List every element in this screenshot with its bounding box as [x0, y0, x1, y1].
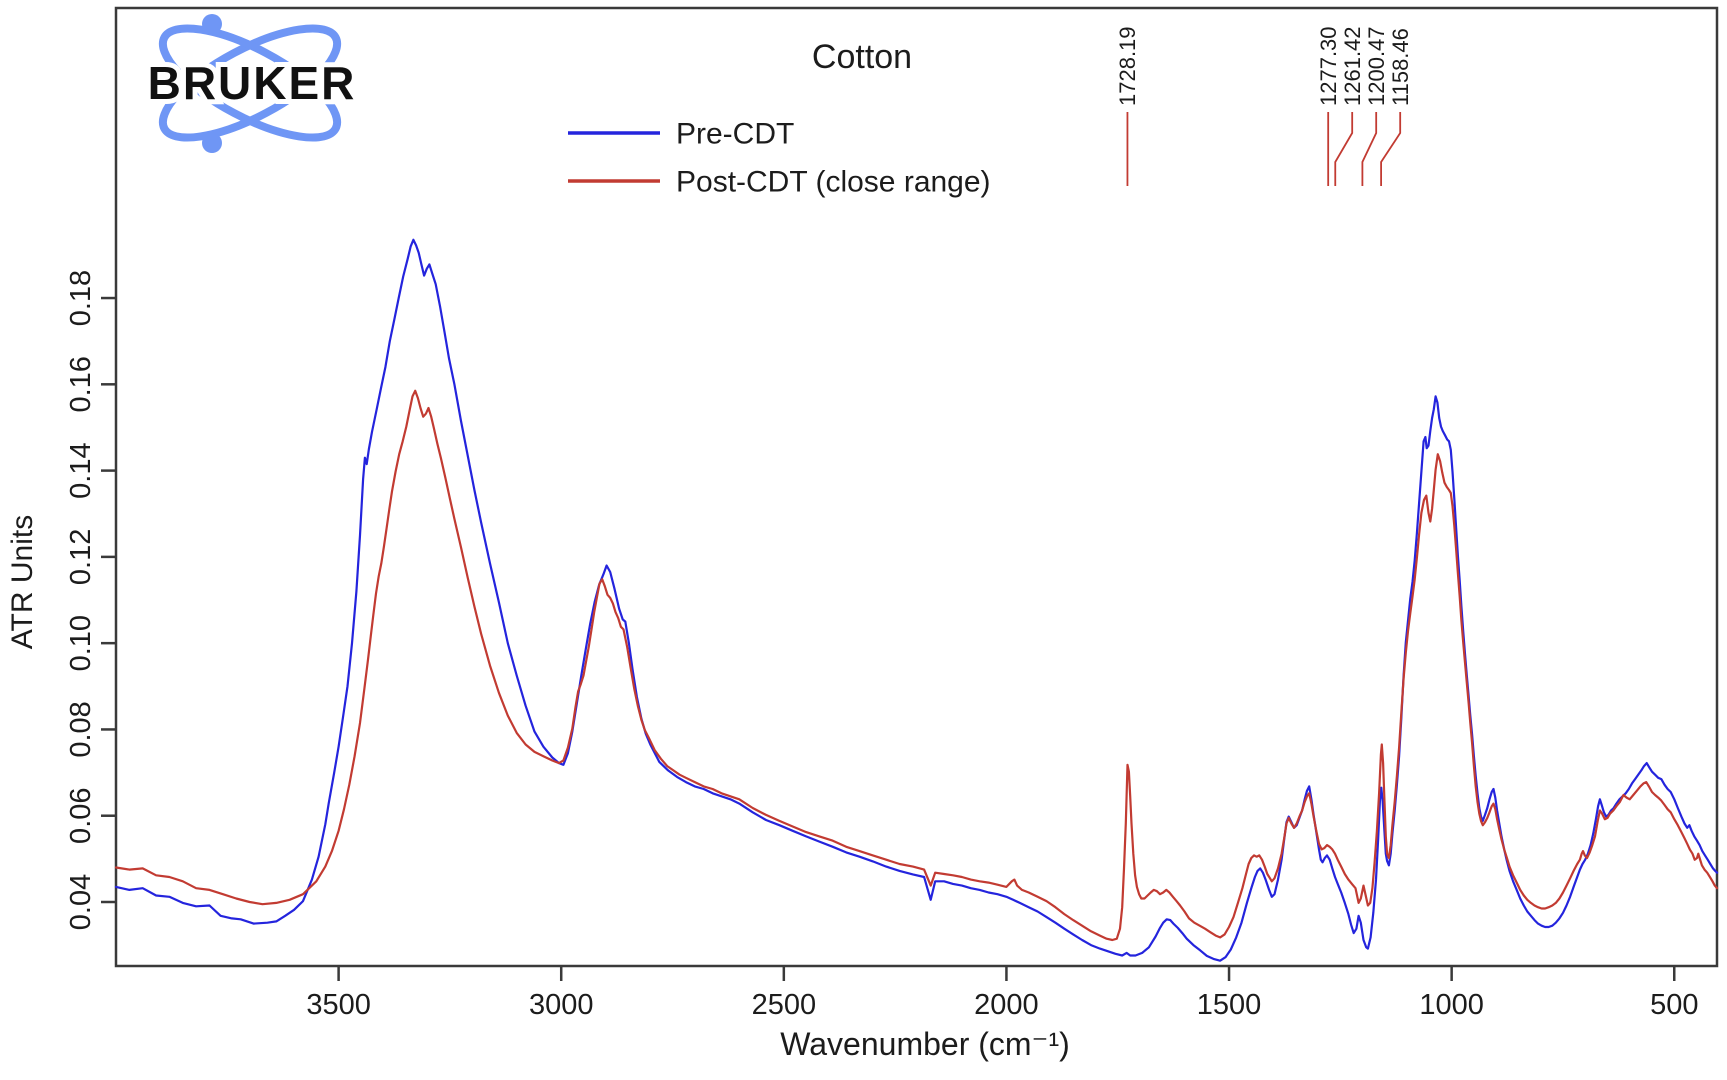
- peak-label: 1728.19: [1115, 26, 1140, 106]
- y-axis-tick-label: 0.18: [65, 270, 97, 326]
- atom-ellipse: [158, 24, 342, 142]
- x-axis-tick-label: 3000: [529, 989, 594, 1021]
- peak-leader-line: [1361, 112, 1378, 186]
- peak-leader-line: [1334, 112, 1354, 186]
- atom-icon: [158, 14, 342, 153]
- legend-label-pre-cdt: Pre-CDT: [676, 118, 794, 151]
- y-axis-tick-label: 0.14: [65, 442, 97, 498]
- legend-label-post-cdt: Post-CDT (close range): [676, 166, 991, 199]
- y-axis-tick-label: 0.08: [65, 701, 97, 757]
- chart-title: Cotton: [812, 38, 912, 76]
- atom-node: [202, 14, 222, 34]
- peak-leader-line: [1380, 112, 1402, 186]
- atom-ellipse: [158, 24, 342, 142]
- peak-label: 1261.42: [1340, 26, 1365, 106]
- spectrum-curves: [114, 238, 1719, 962]
- spectrum-curve-pre-cdt: [114, 238, 1719, 962]
- y-axis-tick-label: 0.06: [65, 787, 97, 843]
- bruker-logo: BRUKER: [143, 14, 359, 153]
- x-axis-tick-label: 2000: [974, 989, 1039, 1021]
- x-axis-title: Wavenumber (cm⁻¹): [780, 1026, 1070, 1062]
- peak-label: 1277.30: [1316, 26, 1341, 106]
- peak-annotations: 1728.19 1277.30 1261.42 1200.47 1158.46: [1115, 26, 1413, 186]
- y-axis-tick-label: 0.04: [65, 874, 97, 930]
- x-axis-tick-label: 1000: [1419, 989, 1484, 1021]
- peak-label: 1158.46: [1388, 28, 1413, 106]
- x-axis-tick-label: 3500: [306, 989, 371, 1021]
- atom-node: [202, 133, 222, 153]
- y-axis-tick-label: 0.16: [65, 356, 97, 412]
- y-axis-tick-label: 0.12: [65, 529, 97, 585]
- peak-label: 1200.47: [1364, 26, 1389, 106]
- x-axis-tick-label: 1500: [1197, 989, 1262, 1021]
- plot-frame: [114, 6, 1719, 968]
- spectrum-curve-post-cdt: [114, 389, 1719, 942]
- logo-text: BRUKER: [148, 57, 357, 109]
- x-axis-ticks: 3500 3000 2500 2000 1500 1000 500: [306, 966, 1698, 1021]
- x-axis-tick-label: 500: [1650, 989, 1698, 1021]
- y-axis-tick-label: 0.10: [65, 615, 97, 671]
- y-axis-title: ATR Units: [6, 515, 39, 649]
- legend: Pre-CDT Post-CDT (close range): [568, 118, 991, 199]
- x-axis-tick-label: 2500: [752, 989, 817, 1021]
- y-axis-ticks: 0.04 0.06 0.08 0.10 0.12 0.14 0.16 0.18: [65, 270, 116, 930]
